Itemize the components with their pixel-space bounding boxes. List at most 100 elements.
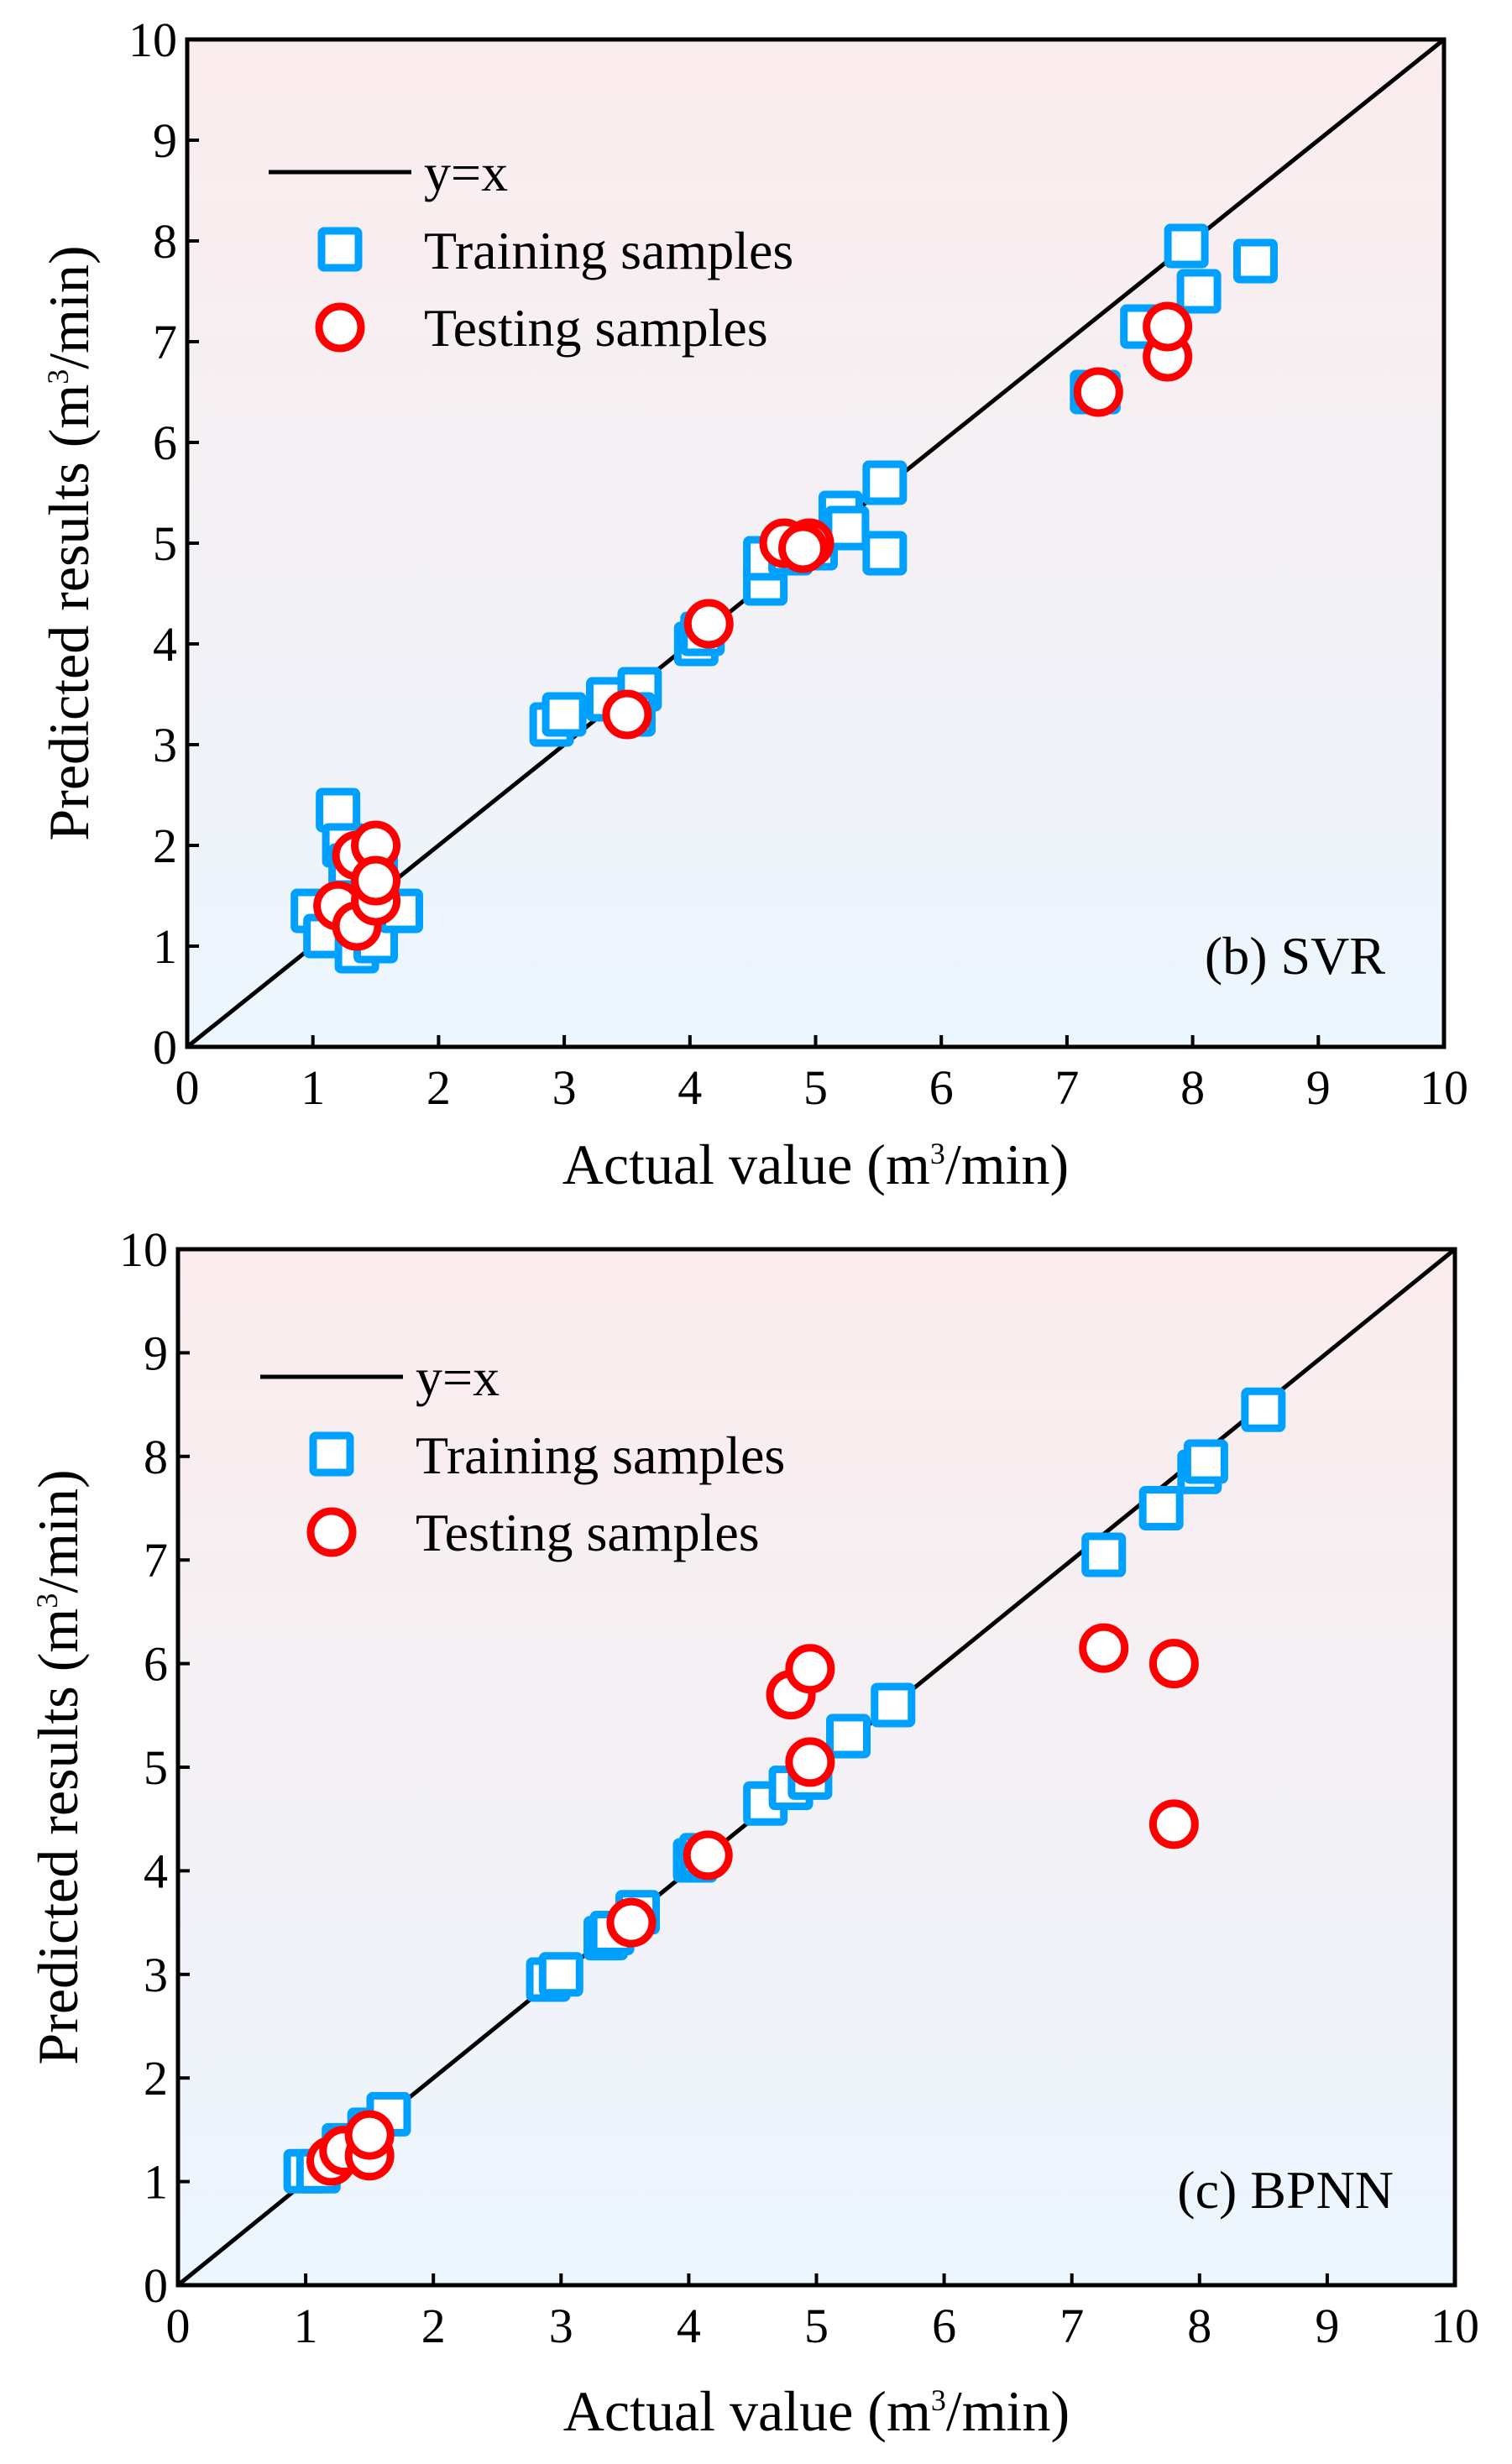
x-axis-label-text-end: /min)	[946, 2379, 1070, 2443]
testing-point	[1148, 1639, 1199, 1689]
y-tick-label: 7	[153, 315, 177, 369]
legend-label-line: y=x	[424, 143, 508, 202]
x-tick-label: 0	[175, 1060, 200, 1115]
y-tick-label: 5	[144, 1740, 168, 1795]
y-axis-label-sup: 3	[41, 369, 75, 385]
y-tick-label: 6	[144, 1637, 168, 1692]
testing-point	[602, 689, 652, 740]
y-tick-label: 3	[144, 1948, 168, 2002]
x-tick-label: 6	[929, 1060, 954, 1115]
x-tick-label: 3	[552, 1060, 577, 1115]
x-tick-label: 9	[1315, 2299, 1339, 2353]
training-point	[826, 1713, 871, 1759]
x-tick-label: 5	[804, 2299, 829, 2353]
testing-point	[785, 1737, 835, 1787]
x-tick-label: 2	[426, 1060, 451, 1115]
x-tick-label: 10	[1420, 1060, 1468, 1115]
x-tick-label: 5	[803, 1060, 828, 1115]
y-tick-label: 4	[144, 1844, 168, 1898]
x-axis-label: Actual value (m3/min)	[563, 2379, 1070, 2443]
y-tick-label: 8	[144, 1430, 168, 1484]
training-point	[1183, 1439, 1228, 1484]
y-axis-label-text-end: /min)	[26, 1469, 90, 1593]
chart-0: 0 1 2 3 4 5 6 7 8 9 10 0 1 2 3 4 5 6 7 8 9 10 y=x Training samp…	[128, 13, 1468, 1115]
x-tick-label: 0	[166, 2299, 191, 2353]
training-point	[1081, 1532, 1127, 1577]
x-tick-label: 8	[1187, 2299, 1211, 2353]
legend-label-train: Training samples	[416, 1426, 785, 1485]
y-tick-label: 1	[144, 2155, 168, 2210]
y-axis-label-text: Predicted results (m	[37, 385, 101, 841]
training-point	[1241, 1387, 1286, 1432]
testing-point	[683, 1830, 733, 1881]
y-tick-label: 6	[153, 416, 177, 470]
legend-label-test: Testing samples	[424, 298, 768, 358]
x-tick-label: 9	[1306, 1060, 1331, 1115]
training-point	[541, 692, 587, 737]
y-tick-label: 0	[144, 2258, 168, 2313]
y-axis-label: Predicted results (m3/min)	[37, 245, 101, 840]
x-tick-label: 8	[1180, 1060, 1205, 1115]
legend-circle-swatch	[315, 302, 365, 353]
legend-square-swatch	[317, 227, 363, 272]
y-tick-label: 8	[153, 214, 177, 269]
x-tick-label: 10	[1431, 2299, 1479, 2353]
testing-point	[1143, 301, 1193, 352]
plot-frame	[185, 37, 1447, 1049]
x-axis-label-text: Actual value (m	[563, 2379, 931, 2443]
legend-square-swatch	[309, 1431, 354, 1477]
y-tick-label: 2	[144, 2051, 168, 2106]
x-tick-label: 4	[677, 2299, 701, 2353]
testing-point	[1148, 1799, 1199, 1849]
x-axis-label-sup: 3	[931, 2383, 946, 2417]
y-tick-label: 0	[153, 1020, 177, 1075]
training-point	[316, 787, 361, 833]
training-point	[871, 1682, 916, 1728]
x-tick-label: 7	[1054, 1060, 1079, 1115]
y-tick-label: 3	[153, 718, 177, 772]
y-tick-label: 5	[153, 516, 177, 571]
chart-1: 0 1 2 3 4 5 6 7 8 9 10 0 1 2 3 4 5 6 7 8 9 10 y=x Training samp…	[119, 1222, 1479, 2353]
testing-point	[606, 1897, 657, 1948]
y-tick-label: 4	[153, 617, 177, 672]
x-tick-label: 6	[932, 2299, 956, 2353]
x-tick-label: 1	[294, 2299, 318, 2353]
y-tick-label: 9	[153, 113, 177, 168]
training-point	[1164, 223, 1209, 269]
testing-point	[1079, 1623, 1129, 1673]
training-point	[824, 505, 870, 551]
y-tick-label: 1	[153, 919, 177, 974]
chart-annotation: (c) BPNN	[1177, 2160, 1394, 2220]
y-axis-label: Predicted results (m3/min)	[26, 1469, 90, 2064]
x-axis-label: Actual value (m3/min)	[562, 1133, 1069, 1196]
y-tick-label: 10	[119, 1222, 168, 1277]
y-axis-label-text: Predicted results (m	[26, 1609, 90, 2065]
training-point	[538, 1952, 583, 1997]
chart-annotation: (b) SVR	[1205, 926, 1385, 986]
training-point	[862, 531, 908, 576]
training-point	[1138, 1486, 1184, 1530]
testing-point	[785, 1644, 835, 1694]
x-axis-label-sup: 3	[930, 1137, 945, 1170]
testing-point	[344, 2110, 395, 2160]
x-axis-label-text-end: /min)	[945, 1133, 1069, 1196]
x-tick-label: 1	[301, 1060, 325, 1115]
plot-frame	[175, 1247, 1457, 2288]
y-tick-label: 9	[144, 1326, 168, 1380]
x-tick-label: 3	[549, 2299, 573, 2353]
y-axis-label-text-end: /min)	[37, 245, 101, 369]
legend-label-train: Training samples	[424, 221, 793, 280]
x-tick-label: 4	[678, 1060, 702, 1115]
y-tick-label: 2	[153, 819, 177, 873]
training-point	[1176, 269, 1222, 314]
training-point	[862, 460, 908, 505]
testing-point	[1073, 367, 1123, 417]
y-tick-label: 10	[128, 13, 177, 67]
x-tick-label: 2	[421, 2299, 446, 2353]
legend-label-line: y=x	[416, 1347, 500, 1407]
training-point	[1232, 238, 1278, 284]
testing-point	[683, 599, 734, 649]
testing-point	[351, 855, 401, 906]
y-tick-label: 7	[144, 1533, 168, 1588]
